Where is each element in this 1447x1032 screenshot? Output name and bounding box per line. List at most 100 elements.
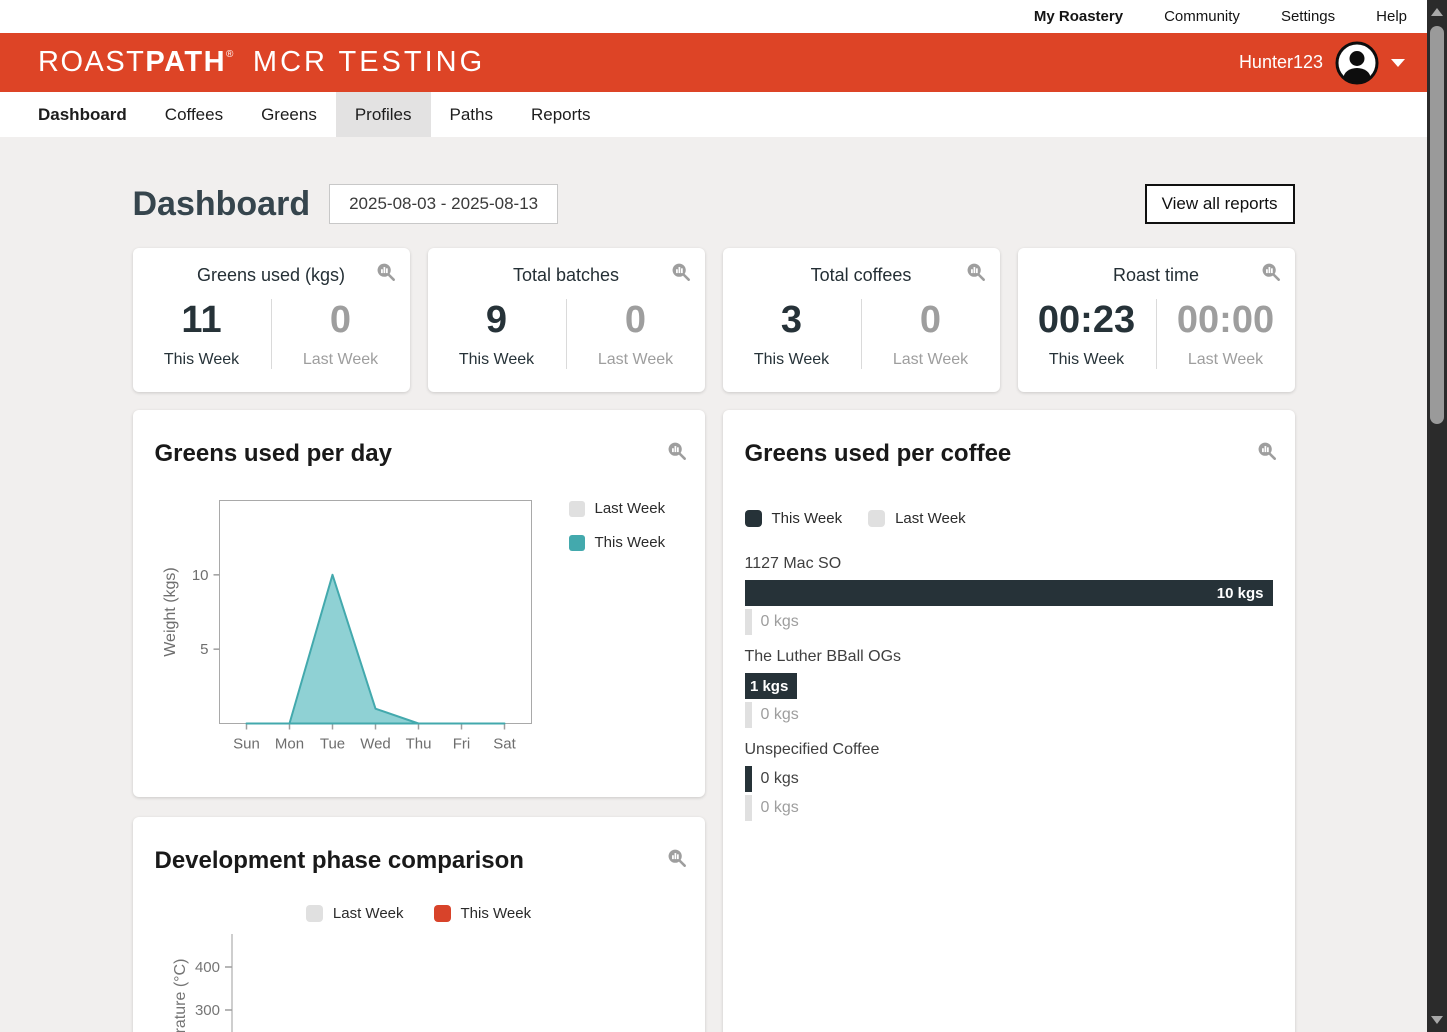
tab-greens[interactable]: Greens xyxy=(261,105,317,124)
legend-item-this-week[interactable]: This Week xyxy=(568,534,666,551)
panel-development-phase-comparison: Development phase comparison Last Week T… xyxy=(132,817,705,1032)
bar-row-last-week: 0 kgs xyxy=(744,795,1273,821)
legend-item-this-week[interactable]: This Week xyxy=(744,510,843,527)
zoom-chart-icon[interactable] xyxy=(1260,261,1282,283)
bar-value-label: 0 kgs xyxy=(760,770,799,787)
bar-group: 1127 Mac SO 10 kgs 0 kgs xyxy=(744,555,1273,635)
stat-card-greens-used: Greens used (kgs) 11 This Week 0 Last Week xyxy=(132,248,410,392)
scrollbar-up-arrow-icon[interactable] xyxy=(1431,8,1443,16)
this-week-label: This Week xyxy=(753,350,830,368)
tab-reports[interactable]: Reports xyxy=(531,105,591,124)
bar xyxy=(744,795,752,821)
panel-grid: Greens used per day 5 10 Weight (kgs) Sun Mo… xyxy=(132,410,1295,1032)
panel-greens-used-per-day: Greens used per day 5 10 Weight (kgs) Sun Mo… xyxy=(132,410,705,797)
legend-label: Last Week xyxy=(594,500,666,517)
user-menu[interactable]: Hunter123 xyxy=(1239,41,1405,85)
panel-title: Greens used per day xyxy=(154,440,392,467)
legend-item-this-week[interactable]: This Week xyxy=(433,905,531,922)
right-column: Greens used per coffee This Week Last We… xyxy=(722,410,1295,1032)
development-phase-plot: 300 400 Temperature (°C) xyxy=(172,934,233,1032)
stat-values: 00:23 This Week 00:00 Last Week xyxy=(1018,299,1295,369)
legend-swatch xyxy=(305,905,323,922)
chart-legend: Last Week This Week xyxy=(155,905,683,922)
bar-row-this-week: 1 kgs xyxy=(744,673,1273,699)
app-header: ROAST PATH ® MCR TESTING Hunter123 xyxy=(0,33,1427,92)
legend-swatch xyxy=(433,905,451,922)
this-week-label: This Week xyxy=(1048,350,1125,368)
last-week-value: 0 xyxy=(919,299,942,341)
svg-text:Sun: Sun xyxy=(233,736,260,753)
vertical-scrollbar[interactable] xyxy=(1427,0,1447,1032)
stat-values: 9 This Week 0 Last Week xyxy=(428,299,705,369)
stat-card-total-coffees: Total coffees 3 This Week 0 Last Week xyxy=(722,248,1000,392)
chart-legend: This Week Last Week xyxy=(744,510,1273,527)
last-week-value: 0 xyxy=(329,299,352,341)
topbar-link-settings[interactable]: Settings xyxy=(1280,8,1336,25)
coffee-name: Unspecified Coffee xyxy=(744,741,880,758)
zoom-chart-icon[interactable] xyxy=(1256,440,1278,462)
last-week-label: Last Week xyxy=(302,350,379,368)
legend-swatch xyxy=(568,500,585,517)
top-utility-bar: My Roastery Community Settings Help xyxy=(0,0,1427,33)
bar-row-last-week: 0 kgs xyxy=(744,609,1273,635)
stat-values: 11 This Week 0 Last Week xyxy=(133,299,410,369)
last-week-value: 00:00 xyxy=(1176,299,1275,341)
scrollbar-down-arrow-icon[interactable] xyxy=(1431,1016,1443,1024)
roastpath-logo[interactable]: ROAST PATH ® MCR TESTING xyxy=(38,48,485,77)
logo-path: PATH xyxy=(145,46,227,78)
stat-card-roast-time: Roast time 00:23 This Week 00:00 Last Week xyxy=(1017,248,1295,392)
legend-item-last-week[interactable]: Last Week xyxy=(305,905,404,922)
main-nav: Dashboard Coffees Greens Profiles Paths … xyxy=(0,92,1427,137)
legend-item-last-week[interactable]: Last Week xyxy=(868,510,966,527)
svg-text:Temperature (°C): Temperature (°C) xyxy=(172,959,189,1032)
svg-text:Mon: Mon xyxy=(274,736,303,753)
legend-label: This Week xyxy=(771,510,843,527)
topbar-link-my-roastery[interactable]: My Roastery xyxy=(1033,8,1124,25)
bar-group: Unspecified Coffee 0 kgs 0 kgs xyxy=(744,741,1273,821)
chevron-down-icon[interactable] xyxy=(1391,58,1405,67)
bar-value-label: 0 kgs xyxy=(760,706,799,723)
bar-value-label: 1 kgs xyxy=(749,677,789,695)
zoom-chart-icon[interactable] xyxy=(375,261,397,283)
legend-label: Last Week xyxy=(895,510,966,527)
page-title: Dashboard xyxy=(132,184,311,223)
tab-coffees[interactable]: Coffees xyxy=(164,105,224,124)
logo-roast: ROAST xyxy=(38,46,146,78)
bar-value-label: 10 kgs xyxy=(1216,584,1264,602)
svg-text:10: 10 xyxy=(191,567,208,584)
stat-card-title: Roast time xyxy=(1112,265,1200,285)
stat-card-title: Total batches xyxy=(512,265,620,285)
last-week-label: Last Week xyxy=(1187,350,1264,368)
stat-card-title: Greens used (kgs) xyxy=(196,265,346,285)
topbar-link-community[interactable]: Community xyxy=(1164,8,1240,25)
bar-row-this-week: 0 kgs xyxy=(744,766,1273,792)
panel-title: Greens used per coffee xyxy=(744,440,1012,467)
svg-text:Sat: Sat xyxy=(493,736,516,753)
tab-profiles[interactable]: Profiles xyxy=(335,92,431,137)
svg-text:Fri: Fri xyxy=(452,736,470,753)
zoom-chart-icon[interactable] xyxy=(965,261,987,283)
view-all-reports-button[interactable]: View all reports xyxy=(1144,184,1295,224)
coffee-name: 1127 Mac SO xyxy=(744,555,842,572)
tab-paths[interactable]: Paths xyxy=(449,105,493,124)
bar xyxy=(744,609,752,635)
panel-title: Development phase comparison xyxy=(154,847,524,874)
legend-item-last-week[interactable]: Last Week xyxy=(568,500,666,517)
area-chart: 5 10 Weight (kgs) Sun Mon Tue Wed Thu Fri Sat Las… xyxy=(155,498,683,764)
svg-text:Tue: Tue xyxy=(319,736,344,753)
this-week-value: 11 xyxy=(181,299,222,341)
date-range-picker[interactable]: 2025-08-03 - 2025-08-13 xyxy=(329,184,559,224)
user-avatar-icon[interactable] xyxy=(1335,41,1379,85)
bar-row-last-week: 0 kgs xyxy=(744,702,1273,728)
tab-dashboard[interactable]: Dashboard xyxy=(38,105,127,124)
zoom-chart-icon[interactable] xyxy=(666,440,688,462)
this-week-value: 00:23 xyxy=(1037,299,1136,341)
bar xyxy=(744,702,752,728)
zoom-chart-icon[interactable] xyxy=(670,261,692,283)
scrollbar-thumb[interactable] xyxy=(1430,26,1444,424)
zoom-chart-icon[interactable] xyxy=(666,847,688,869)
topbar-link-help[interactable]: Help xyxy=(1376,8,1407,25)
svg-text:Wed: Wed xyxy=(360,736,391,753)
